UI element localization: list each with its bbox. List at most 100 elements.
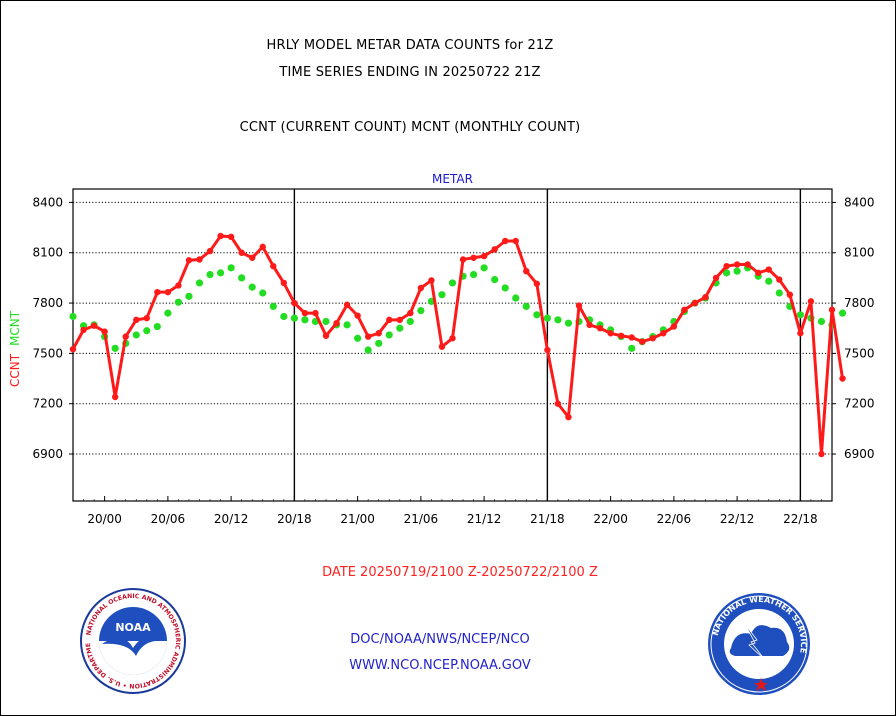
- y-tick-label-right: 7500: [844, 346, 875, 360]
- mcnt-point: [491, 275, 499, 284]
- ccnt-point: [480, 252, 488, 260]
- mcnt-point: [185, 292, 193, 300]
- y-axis-label-mcnt: MCNT: [8, 310, 22, 346]
- ccnt-point: [470, 254, 477, 261]
- ccnt-point: [786, 291, 794, 298]
- ccnt-point: [702, 293, 709, 301]
- series-ccnt: [69, 232, 846, 458]
- ccnt-point: [386, 316, 393, 324]
- ccnt-point: [143, 314, 150, 322]
- ccnt-point: [343, 301, 351, 308]
- mcnt-point: [628, 344, 636, 352]
- ccnt-point: [111, 393, 119, 401]
- ccnt-point: [270, 262, 277, 270]
- mcnt-point: [501, 284, 509, 292]
- mcnt-point: [248, 283, 256, 291]
- x-tick-label: 21/12: [467, 512, 502, 526]
- ccnt-point: [828, 306, 836, 313]
- mcnt-point: [238, 274, 246, 282]
- mcnt-point: [259, 289, 267, 297]
- mcnt-point: [396, 324, 404, 332]
- mcnt-point: [417, 307, 425, 315]
- ccnt-point: [407, 309, 414, 317]
- mcnt-point: [195, 279, 204, 287]
- ccnt-point: [375, 330, 382, 337]
- noaa-logo: NATIONAL OCEANIC AND ATMOSPHERIC ADMINIS…: [78, 586, 186, 694]
- mcnt-point: [354, 334, 362, 342]
- mcnt-point: [111, 344, 119, 352]
- ccnt-point: [459, 256, 467, 263]
- mcnt-point: [448, 279, 457, 287]
- chart-title: METAR: [432, 172, 473, 186]
- y-tick-label-right: 6900: [844, 447, 875, 461]
- x-tick-label: 20/18: [277, 512, 312, 526]
- mcnt-point: [564, 319, 573, 327]
- y-tick-label-left: 8100: [32, 246, 63, 260]
- ccnt-point: [428, 277, 435, 284]
- ccnt-point: [723, 262, 730, 270]
- ccnt-point: [765, 266, 772, 273]
- mcnt-point: [543, 314, 551, 322]
- mcnt-point: [301, 316, 309, 324]
- ccnt-point: [839, 375, 846, 382]
- ccnt-point: [818, 450, 825, 458]
- x-tick-label: 21/00: [340, 512, 375, 526]
- mcnt-point: [733, 267, 741, 275]
- ccnt-point: [196, 256, 203, 263]
- mcnt-point: [512, 294, 520, 302]
- mcnt-point: [343, 321, 351, 329]
- mcnt-point: [765, 277, 773, 285]
- ccnt-point: [797, 330, 804, 337]
- ccnt-point: [90, 322, 98, 329]
- ccnt-point: [154, 288, 161, 296]
- x-tick-label: 20/12: [214, 512, 249, 526]
- ccnt-point: [438, 343, 446, 350]
- mcnt-point: [164, 309, 172, 317]
- plot-frame: [72, 188, 833, 502]
- noaa-logo-text: NOAA: [115, 621, 151, 634]
- ccnt-point: [280, 279, 288, 287]
- nws-logo: NATIONAL WEATHER SERVICE: [708, 593, 810, 695]
- ccnt-point: [681, 306, 688, 313]
- ccnt-point: [69, 345, 77, 353]
- mcnt-point: [817, 317, 826, 326]
- mcnt-point: [206, 270, 214, 279]
- ccnt-point: [660, 330, 667, 337]
- ccnt-point: [185, 257, 193, 264]
- ccnt-point: [544, 346, 551, 354]
- x-tick-label: 20/06: [151, 512, 186, 526]
- mcnt-point: [227, 264, 235, 272]
- mcnt-point: [216, 269, 225, 277]
- mcnt-point: [480, 264, 488, 272]
- mcnt-point: [796, 311, 804, 319]
- y-tick-label-left: 7500: [32, 346, 63, 360]
- ccnt-point: [807, 298, 815, 305]
- mcnt-point: [153, 322, 161, 331]
- mcnt-point: [132, 331, 140, 339]
- ccnt-point: [449, 335, 456, 342]
- ccnt-point: [301, 309, 309, 317]
- mcnt-point: [290, 314, 298, 322]
- y-tick-label-left: 7200: [32, 397, 63, 411]
- ccnt-point: [617, 332, 625, 339]
- ccnt-point: [238, 249, 245, 256]
- x-tick-label: 22/06: [657, 512, 692, 526]
- ccnt-point: [259, 243, 266, 251]
- mcnt-point: [775, 289, 783, 297]
- y-axis-label: CCNT MCNT: [8, 310, 22, 387]
- x-tick-label: 22/18: [783, 512, 818, 526]
- ccnt-point: [164, 288, 172, 296]
- ccnt-point: [491, 246, 498, 253]
- ccnt-point: [354, 312, 361, 319]
- ccnt-point: [291, 299, 298, 307]
- x-tick-label: 22/00: [593, 512, 628, 526]
- ccnt-point: [101, 328, 108, 335]
- ccnt-point: [217, 232, 224, 240]
- ccnt-point: [733, 261, 741, 268]
- mcnt-point: [385, 331, 393, 339]
- ccnt-point: [523, 267, 530, 275]
- y-axis-label-ccnt: CCNT: [8, 353, 22, 387]
- y-tick-label-right: 7200: [844, 397, 875, 411]
- y-tick-label-right: 8100: [844, 246, 875, 260]
